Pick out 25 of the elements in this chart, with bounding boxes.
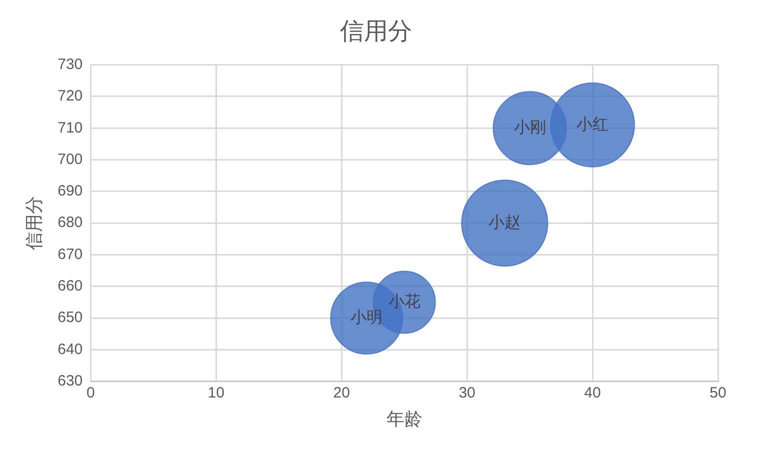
annotation: 小花 xyxy=(388,292,420,311)
y-tick-label: 670 xyxy=(58,246,83,263)
y-tick-label: 730 xyxy=(58,56,83,73)
x-tick-label: 0 xyxy=(86,384,95,402)
annotation: 小赵 xyxy=(488,214,521,232)
y-tick-label: 720 xyxy=(58,88,83,105)
x-tick-label: 10 xyxy=(208,384,224,402)
y-tick-label: 630 xyxy=(58,372,83,390)
annotation: 小刚 xyxy=(514,118,546,137)
x-tick-label: 50 xyxy=(710,384,726,402)
x-axis-title: 年龄 xyxy=(386,409,422,430)
y-tick-label: 700 xyxy=(58,150,83,168)
y-tick-label: 690 xyxy=(58,182,83,200)
y-tick-label: 650 xyxy=(58,309,83,326)
y-tick-label: 640 xyxy=(58,340,83,358)
y-tick-label: 660 xyxy=(58,278,83,295)
x-tick-label: 20 xyxy=(333,384,350,402)
annotation: 小红 xyxy=(576,115,609,134)
annotation: 小明 xyxy=(350,308,383,326)
y-tick-label: 680 xyxy=(58,214,83,232)
x-tick-label: 30 xyxy=(458,384,476,402)
chart-title: 信用分 xyxy=(340,18,412,46)
y-axis-title: 信用分 xyxy=(24,196,44,250)
x-tick-label: 40 xyxy=(584,384,601,402)
y-tick-label: 710 xyxy=(58,119,83,136)
